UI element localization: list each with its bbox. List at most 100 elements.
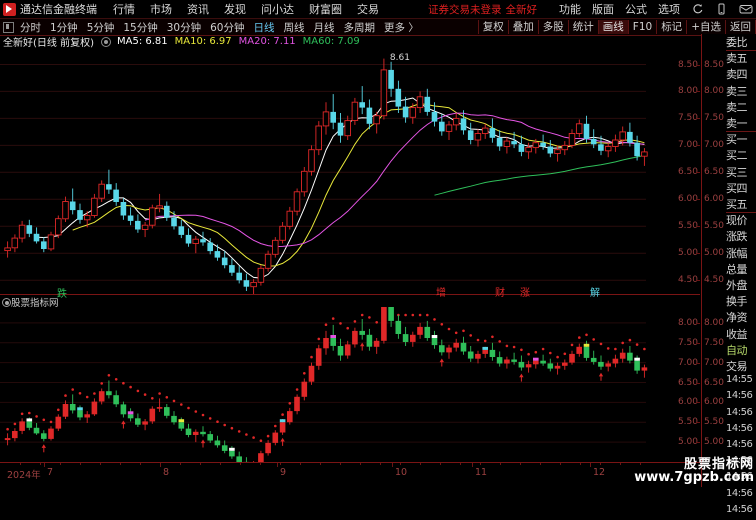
button-mark[interactable]: 标记 <box>657 20 687 34</box>
button-back[interactable]: 返回 <box>726 20 756 34</box>
x-tick-label: 2024年 <box>7 467 41 481</box>
sidebar-sub-price: 5.50 <box>704 417 724 427</box>
x-tick <box>472 463 473 467</box>
x-minor-tick <box>120 463 121 465</box>
menu-item-0[interactable]: 行情 <box>113 1 135 17</box>
button-drawline[interactable]: 画线 <box>599 20 629 34</box>
sidebar-row-总量[interactable]: 总量 <box>726 261 756 277</box>
sidebar-row-换手[interactable]: 换手 <box>726 293 756 309</box>
sidebar-trade-button[interactable]: 交易 <box>726 358 756 374</box>
main-y-tick <box>696 199 700 200</box>
button-f10[interactable]: F10 <box>629 20 657 34</box>
indicator-y-tick <box>696 383 700 384</box>
main-y-tick-label: 7.50 <box>678 113 698 123</box>
x-minor-tick <box>340 463 341 465</box>
ma20-label: MA20: 7.11 <box>239 36 296 47</box>
menu-item-6[interactable]: 交易 <box>357 1 379 17</box>
mobile-icon[interactable] <box>715 3 728 15</box>
sidebar-row-买二[interactable]: 买二 <box>726 147 756 163</box>
info-indicator-icon[interactable] <box>101 37 111 47</box>
sidebar-row-收益[interactable]: 收益 <box>726 326 756 342</box>
x-minor-tick <box>140 463 141 465</box>
indicator-y-tick <box>696 442 700 443</box>
login-action-link[interactable]: 全新好 <box>506 2 538 17</box>
main-y-tick <box>696 172 700 173</box>
right-menu-function[interactable]: 功能 <box>559 1 581 17</box>
sub-panel-icon[interactable] <box>2 298 11 307</box>
main-y-tick-label: 7.00 <box>678 140 698 150</box>
sidebar-auto-button[interactable]: 自动 <box>726 342 756 358</box>
button-multistock[interactable]: 多股 <box>539 20 569 34</box>
x-minor-tick <box>480 463 481 465</box>
main-y-tick-label: 8.50 <box>678 60 698 70</box>
x-minor-tick <box>320 463 321 465</box>
right-menu-options[interactable]: 选项 <box>658 1 680 17</box>
sidebar-tick-time-8: 14:56 <box>726 504 756 520</box>
indicator-y-tick <box>696 363 700 364</box>
sidebar-main-price: 8.50 <box>704 60 724 70</box>
sidebar-row-卖二[interactable]: 卖二 <box>726 99 756 115</box>
sidebar-row-买四[interactable]: 买四 <box>726 180 756 196</box>
sidebar-row-现价[interactable]: 现价 <box>726 212 756 228</box>
menu-item-3[interactable]: 发现 <box>224 1 246 17</box>
period-monthly[interactable]: 月线 <box>314 20 335 35</box>
indicator-y-tick <box>696 422 700 423</box>
menu-item-5[interactable]: 财富圈 <box>309 1 342 17</box>
sidebar-row-卖三[interactable]: 卖三 <box>726 83 756 99</box>
menu-item-4[interactable]: 问小达 <box>261 1 294 17</box>
panel-layout-icon[interactable] <box>3 22 14 33</box>
watermark: 股票指标网 www.7gpzb.com <box>634 458 754 485</box>
period-30min[interactable]: 30分钟 <box>167 20 201 35</box>
top-menu-bar: 通达信金融终端 行情 市场 资讯 发现 问小达 财富圈 交易 证券交易未登录 全… <box>0 0 756 18</box>
login-warning: 证券交易未登录 <box>428 2 502 17</box>
menu-item-2[interactable]: 资讯 <box>187 1 209 17</box>
sidebar-row-卖四[interactable]: 卖四 <box>726 66 756 82</box>
right-menu-formula[interactable]: 公式 <box>625 1 647 17</box>
button-adjust[interactable]: 复权 <box>478 20 509 34</box>
sidebar-row-委比[interactable]: 委比 <box>726 34 756 50</box>
period-multi[interactable]: 多周期 <box>344 20 376 35</box>
indicator-y-tick-label: 6.50 <box>678 378 698 388</box>
right-menu-layout[interactable]: 版面 <box>592 1 614 17</box>
sidebar-main-price: 7.00 <box>704 140 724 150</box>
button-statistics[interactable]: 统计 <box>569 20 599 34</box>
mail-icon[interactable] <box>739 3 752 15</box>
sidebar-row-卖一[interactable]: 卖一 <box>726 115 756 131</box>
x-minor-tick <box>200 463 201 465</box>
menu-item-1[interactable]: 市场 <box>150 1 172 17</box>
period-15min[interactable]: 15分钟 <box>123 20 157 35</box>
indicator-y-tick <box>696 323 700 324</box>
sidebar-tick-time-0: 14:55 <box>726 374 756 390</box>
refresh-icon[interactable] <box>691 3 704 15</box>
period-weekly[interactable]: 周线 <box>284 20 305 35</box>
button-overlay[interactable]: 叠加 <box>509 20 539 34</box>
x-minor-tick <box>60 463 61 465</box>
x-tick-label: 11 <box>475 467 487 478</box>
x-minor-tick <box>240 463 241 465</box>
period-fenshi[interactable]: 分时 <box>20 20 41 35</box>
x-minor-tick <box>620 463 621 465</box>
sidebar-row-卖五[interactable]: 卖五 <box>726 50 756 66</box>
period-daily[interactable]: 日线 <box>254 20 275 35</box>
sidebar-row-外盘[interactable]: 外盘 <box>726 277 756 293</box>
indicator-y-tick-label: 8.00 <box>678 318 698 328</box>
period-more[interactable]: 更多 〉 <box>384 20 419 35</box>
sidebar-row-净资[interactable]: 净资 <box>726 309 756 325</box>
sidebar-row-买三[interactable]: 买三 <box>726 164 756 180</box>
main-y-tick-label: 6.00 <box>678 194 698 204</box>
period-toolbar: 分时 1分钟 5分钟 15分钟 30分钟 60分钟 日线 周线 月线 多周期 更… <box>0 18 756 36</box>
sidebar-main-price: 5.00 <box>704 248 724 258</box>
period-60min[interactable]: 60分钟 <box>210 20 244 35</box>
sidebar-main-price: 6.00 <box>704 194 724 204</box>
sidebar-row-买一[interactable]: 买一 <box>726 131 756 147</box>
watermark-line1: 股票指标网 <box>634 458 754 472</box>
sidebar-row-涨跌[interactable]: 涨跌 <box>726 228 756 244</box>
period-1min[interactable]: 1分钟 <box>50 20 78 35</box>
x-minor-tick <box>500 463 501 465</box>
sidebar-row-涨幅[interactable]: 涨幅 <box>726 245 756 261</box>
button-add-watchlist[interactable]: +自选 <box>687 20 726 34</box>
period-5min[interactable]: 5分钟 <box>87 20 115 35</box>
sidebar-row-买五[interactable]: 买五 <box>726 196 756 212</box>
